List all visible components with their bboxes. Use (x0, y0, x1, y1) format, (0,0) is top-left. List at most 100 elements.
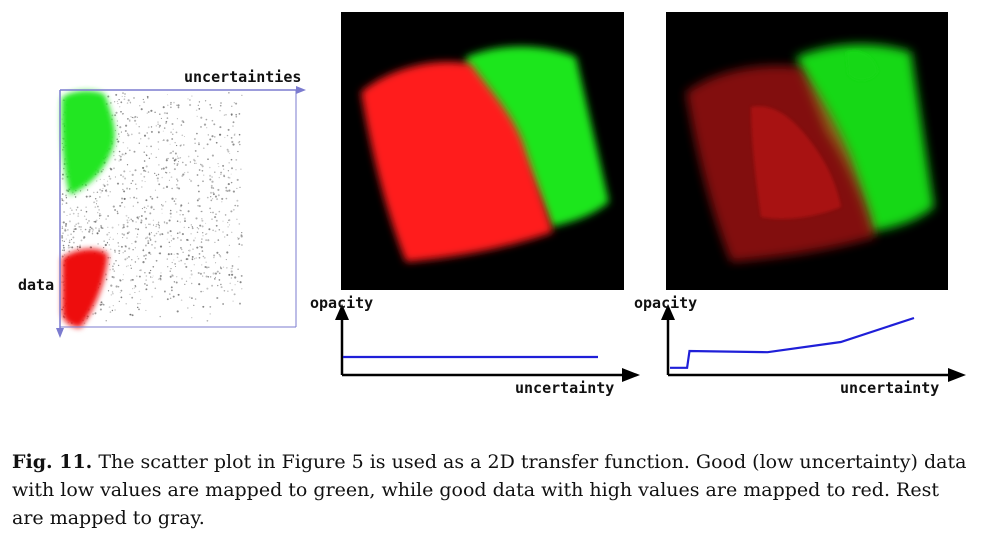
scatter-point (176, 104, 178, 107)
scatter-point (161, 204, 164, 207)
scatter-point (192, 248, 194, 250)
scatter-point (240, 235, 243, 238)
scatter-point (103, 240, 105, 242)
scatter-point (152, 281, 155, 284)
scatter-point (241, 231, 243, 234)
scatter-point (177, 253, 179, 255)
scatter-point (108, 231, 110, 234)
scatter-point (237, 268, 239, 270)
scatter-point (238, 223, 241, 225)
scatter-point (106, 183, 109, 186)
scatter-point (114, 249, 116, 251)
scatter-point (239, 281, 242, 284)
scatter-point (176, 118, 178, 120)
scatter-point (169, 293, 171, 295)
scatter-point (132, 288, 134, 290)
scatter-point (122, 188, 124, 191)
scatter-point (163, 290, 166, 293)
scatter-point (191, 255, 194, 258)
scatter-point (211, 180, 214, 183)
scatter-point (134, 247, 137, 249)
scatter-point (218, 228, 221, 231)
scatter-point (112, 268, 114, 271)
scatter-point (81, 231, 83, 233)
scatter-point (189, 99, 191, 101)
tf-y-arrowhead (335, 304, 349, 320)
scatter-point (137, 228, 140, 231)
scatter-point (124, 130, 127, 132)
scatter-point (70, 238, 73, 241)
scatter-point (237, 238, 240, 240)
scatter-point (160, 204, 163, 206)
scatter-point (220, 268, 222, 270)
scatter-point (109, 177, 112, 180)
scatter-point (94, 220, 97, 223)
scatter-point (181, 277, 183, 280)
scatter-point (148, 232, 151, 235)
scatter-point (218, 166, 220, 168)
scatter-point (170, 267, 172, 270)
scatter-point (198, 205, 201, 208)
scatter-point (112, 205, 115, 208)
scatter-point (126, 187, 129, 190)
scatter-point (190, 297, 193, 300)
scatter-point (120, 296, 123, 299)
scatter-point (215, 213, 217, 215)
scatter-point (175, 144, 178, 147)
scatter-point (100, 301, 103, 304)
scatter-point (150, 145, 153, 148)
scatter-point (198, 101, 201, 103)
scatter-point (174, 197, 177, 200)
scatter-point (197, 155, 199, 158)
scatter-point (154, 111, 156, 114)
scatter-point (170, 286, 173, 289)
scatter-point (226, 251, 229, 254)
scatter-point (104, 273, 107, 276)
scatter-point (169, 275, 172, 278)
scatter-point (184, 220, 186, 223)
scatter-point (202, 290, 204, 292)
scatter-point (207, 276, 210, 278)
scatter-point (166, 298, 169, 301)
scatter-point (198, 108, 201, 110)
scatter-point (158, 164, 160, 166)
scatter-point (236, 204, 239, 207)
scatter-point (217, 194, 220, 197)
scatter-point (209, 306, 212, 308)
scatter-point (234, 284, 236, 286)
scatter-point (85, 218, 88, 221)
scatter-point (127, 99, 130, 102)
scatter-point (179, 209, 181, 211)
scatter-point (149, 269, 152, 272)
scatter-point (206, 287, 209, 290)
scatter-point (140, 221, 143, 224)
scatter-point (137, 257, 140, 260)
scatter-point (214, 216, 217, 219)
scatter-point (183, 226, 186, 229)
scatter-point (124, 250, 126, 252)
scatter-point (169, 246, 171, 248)
scatter-point (188, 249, 191, 252)
scatter-point (180, 248, 183, 251)
scatter-point (115, 111, 118, 114)
scatter-point (159, 124, 161, 127)
scatter-point (117, 264, 120, 267)
scatter-point (112, 304, 114, 307)
scatter-point (194, 237, 196, 239)
scatter-point (130, 102, 132, 104)
scatter-point (119, 106, 121, 108)
scatter-point (185, 280, 188, 282)
scatter-point (201, 238, 203, 240)
scatter-point (122, 233, 126, 236)
scatter-point (166, 238, 168, 240)
scatter-point (214, 136, 216, 138)
scatter-point (64, 224, 67, 227)
scatter-point (192, 239, 195, 242)
scatter-point (172, 128, 174, 130)
scatter-point (144, 257, 147, 260)
scatter-point (128, 188, 131, 190)
scatter-point (165, 185, 169, 188)
scatter-point (227, 176, 230, 179)
scatter-point (115, 93, 118, 96)
scatter-point (202, 235, 204, 237)
